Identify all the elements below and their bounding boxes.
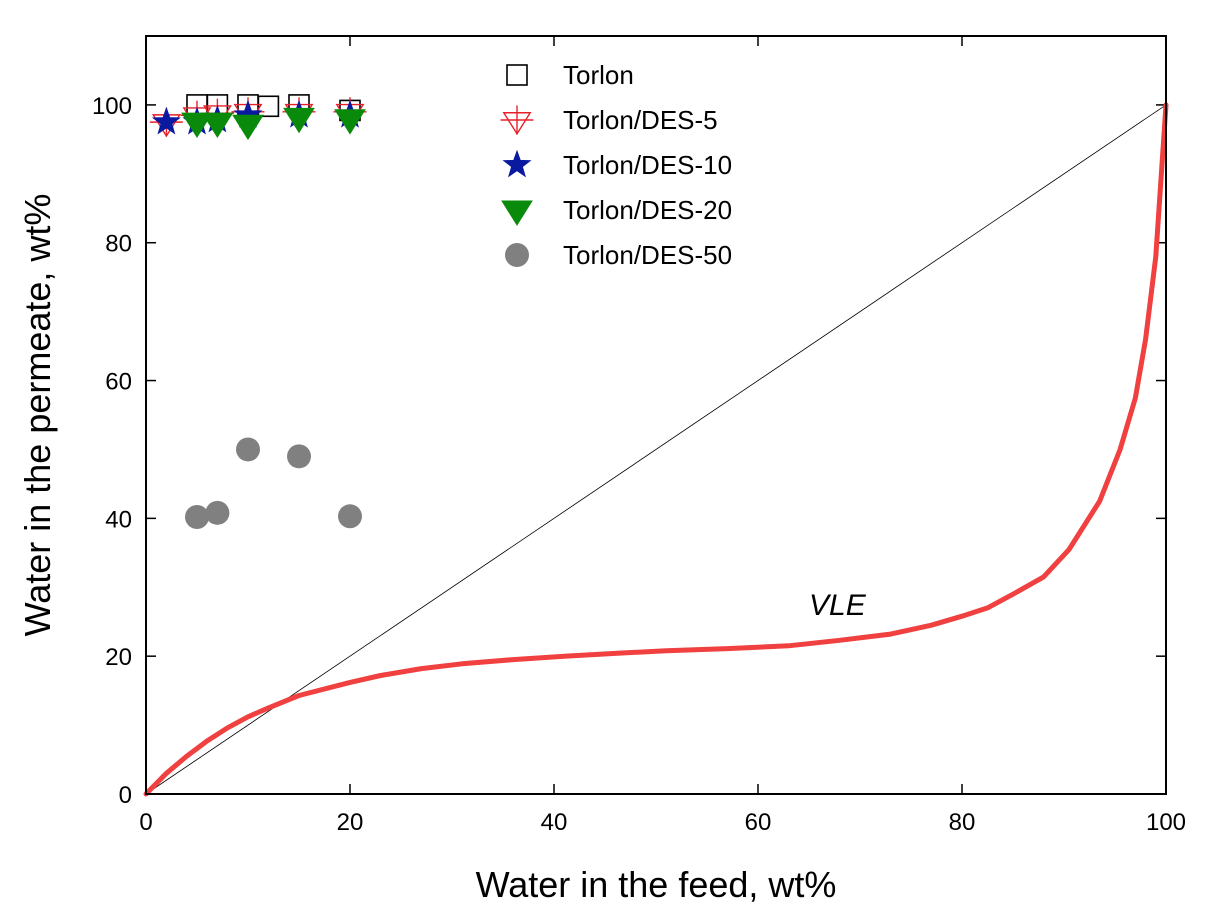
- torlon-des-20-series: [181, 107, 366, 141]
- triangle-marker-shape: [201, 112, 234, 139]
- torlon-des-50-point: [287, 444, 311, 469]
- square-marker-shape: [506, 64, 528, 86]
- legend-item-torlon-des-5: Torlon/DES-5: [500, 105, 718, 136]
- lines-layer: [143, 102, 1169, 797]
- legend-label: Torlon: [563, 60, 634, 90]
- torlon-des-20-point: [181, 112, 213, 139]
- circle-marker-shape: [505, 243, 529, 267]
- torlon-point: [257, 95, 280, 118]
- legend-label: Torlon/DES-5: [563, 105, 718, 135]
- legend-marker: [500, 105, 534, 136]
- torlon-des-20-point: [334, 109, 366, 135]
- y-tick-label: 100: [92, 93, 132, 120]
- y-tick-label: 0: [119, 782, 132, 809]
- legend-label: Torlon/DES-50: [563, 240, 732, 270]
- legend-item-torlon: Torlon: [506, 60, 634, 90]
- torlon-des-20-point: [283, 107, 315, 134]
- y-tick-label: 20: [105, 644, 132, 671]
- triangle-marker-shape: [334, 109, 366, 135]
- legend-marker: [501, 200, 533, 226]
- y-axis-title: Water in the permeate, wt%: [17, 194, 58, 637]
- legend-label: Torlon/DES-10: [563, 150, 732, 180]
- circle-marker-shape: [338, 504, 362, 529]
- torlon-des-50-point: [205, 500, 230, 525]
- triangle-marker-shape: [283, 107, 315, 134]
- torlon-des-50-point: [338, 504, 362, 529]
- points-layer: [149, 94, 367, 529]
- circle-marker-shape: [287, 444, 311, 469]
- star-marker-shape: [151, 106, 181, 135]
- legend-item-torlon-des-50: Torlon/DES-50: [505, 240, 732, 270]
- torlon-des-20-point: [232, 114, 264, 141]
- x-tick-label: 40: [541, 809, 568, 836]
- x-tick-label: 80: [949, 809, 976, 836]
- vle-annotation: VLE: [809, 589, 867, 622]
- star-marker-shape: [502, 149, 532, 178]
- legend-label: Torlon/DES-20: [563, 195, 732, 225]
- x-tick-label: 0: [139, 809, 152, 836]
- y-tick-label: 80: [105, 231, 132, 258]
- legend-marker: [506, 64, 528, 86]
- legend-marker: [502, 149, 532, 178]
- torlon-des-50-point: [185, 504, 209, 529]
- x-axis-title: Water in the feed, wt%: [476, 864, 837, 905]
- legend-item-torlon-des-10: Torlon/DES-10: [502, 149, 732, 180]
- triangle-marker-shape: [232, 114, 264, 141]
- circle-marker-shape: [185, 504, 209, 529]
- y-tick-label: 60: [105, 369, 132, 396]
- x-tick-label: 100: [1146, 809, 1186, 836]
- triangle-marker-shape: [181, 112, 213, 139]
- legend-item-torlon-des-20: Torlon/DES-20: [501, 195, 732, 226]
- x-tick-label: 60: [745, 809, 772, 836]
- circle-marker-shape: [236, 437, 260, 462]
- torlon-des-50-series: [185, 437, 362, 529]
- annotation-layer: VLE: [809, 589, 867, 622]
- square-marker-shape: [257, 95, 280, 118]
- vle-line: [143, 102, 1169, 797]
- y-tick-label: 40: [105, 506, 132, 533]
- diagonal-line: [145, 104, 1167, 795]
- torlon-des-50-point: [236, 437, 260, 462]
- ticks-layer: 0 20 40 60 80 100 0 20 40 60 80 100: [92, 36, 1186, 836]
- plot-frame: [145, 35, 1167, 795]
- x-tick-label: 20: [337, 809, 364, 836]
- torlon-des-10-point: [151, 106, 181, 135]
- legend: Torlon Torlon/DES-5 Torlon/DES-10 Torlon/DE…: [500, 60, 732, 270]
- torlon-des-20-point: [201, 112, 234, 139]
- circle-marker-shape: [205, 500, 230, 525]
- triangle-marker-shape: [501, 200, 533, 226]
- legend-marker: [505, 243, 529, 267]
